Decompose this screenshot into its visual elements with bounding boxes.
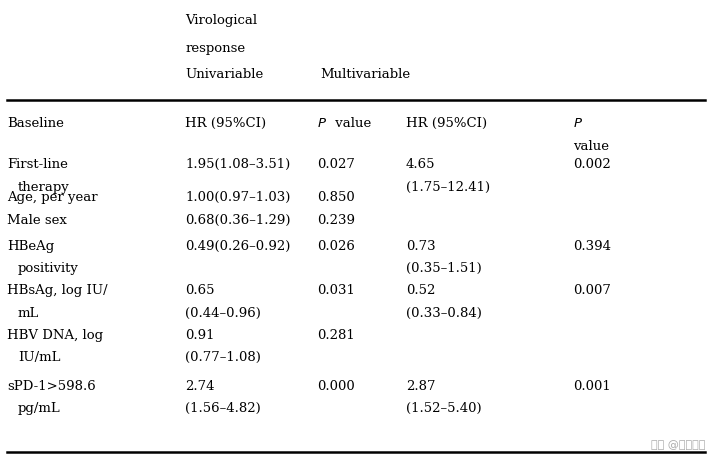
Text: Univariable: Univariable xyxy=(185,68,263,81)
Text: 0.850: 0.850 xyxy=(317,191,355,204)
Text: 1.95(1.08–3.51): 1.95(1.08–3.51) xyxy=(185,158,290,171)
Text: value: value xyxy=(331,117,372,130)
Text: 0.73: 0.73 xyxy=(406,240,436,253)
Text: $P$: $P$ xyxy=(317,117,327,130)
Text: positivity: positivity xyxy=(18,262,78,275)
Text: Baseline: Baseline xyxy=(7,117,64,130)
Text: 0.007: 0.007 xyxy=(573,284,611,297)
Text: (0.35–1.51): (0.35–1.51) xyxy=(406,262,481,275)
Text: 知乎 @雨露肝漆: 知乎 @雨露肝漆 xyxy=(651,440,705,450)
Text: (0.44–0.96): (0.44–0.96) xyxy=(185,307,261,320)
Text: 0.65: 0.65 xyxy=(185,284,214,297)
Text: HBsAg, log IU/: HBsAg, log IU/ xyxy=(7,284,108,297)
Text: 0.49(0.26–0.92): 0.49(0.26–0.92) xyxy=(185,240,290,253)
Text: (1.75–12.41): (1.75–12.41) xyxy=(406,181,490,194)
Text: therapy: therapy xyxy=(18,181,70,194)
Text: 0.52: 0.52 xyxy=(406,284,435,297)
Text: (1.52–5.40): (1.52–5.40) xyxy=(406,402,481,415)
Text: 0.394: 0.394 xyxy=(573,240,611,253)
Text: 0.000: 0.000 xyxy=(317,380,355,393)
Text: 0.026: 0.026 xyxy=(317,240,355,253)
Text: HBeAg: HBeAg xyxy=(7,240,54,253)
Text: 0.027: 0.027 xyxy=(317,158,355,171)
Text: $P$: $P$ xyxy=(573,117,583,130)
Text: 0.281: 0.281 xyxy=(317,329,355,342)
Text: sPD-1>598.6: sPD-1>598.6 xyxy=(7,380,96,393)
Text: HBV DNA, log: HBV DNA, log xyxy=(7,329,103,342)
Text: Age, per year: Age, per year xyxy=(7,191,98,204)
Text: IU/mL: IU/mL xyxy=(18,351,61,364)
Text: response: response xyxy=(185,42,245,55)
Text: First-line: First-line xyxy=(7,158,68,171)
Text: 0.68(0.36–1.29): 0.68(0.36–1.29) xyxy=(185,214,290,227)
Text: pg/mL: pg/mL xyxy=(18,402,61,415)
Text: 2.74: 2.74 xyxy=(185,380,214,393)
Text: HR (95%CI): HR (95%CI) xyxy=(406,117,487,130)
Text: Virological: Virological xyxy=(185,14,257,27)
Text: (0.33–0.84): (0.33–0.84) xyxy=(406,307,482,320)
Text: 0.001: 0.001 xyxy=(573,380,611,393)
Text: mL: mL xyxy=(18,307,39,320)
Text: 0.239: 0.239 xyxy=(317,214,355,227)
Text: 0.002: 0.002 xyxy=(573,158,611,171)
Text: (0.77–1.08): (0.77–1.08) xyxy=(185,351,261,364)
Text: HR (95%CI): HR (95%CI) xyxy=(185,117,266,130)
Text: Multivariable: Multivariable xyxy=(320,68,411,81)
Text: 2.87: 2.87 xyxy=(406,380,435,393)
Text: 0.031: 0.031 xyxy=(317,284,355,297)
Text: value: value xyxy=(573,140,609,153)
Text: Male sex: Male sex xyxy=(7,214,67,227)
Text: 4.65: 4.65 xyxy=(406,158,435,171)
Text: (1.56–4.82): (1.56–4.82) xyxy=(185,402,261,415)
Text: 0.91: 0.91 xyxy=(185,329,214,342)
Text: 1.00(0.97–1.03): 1.00(0.97–1.03) xyxy=(185,191,290,204)
